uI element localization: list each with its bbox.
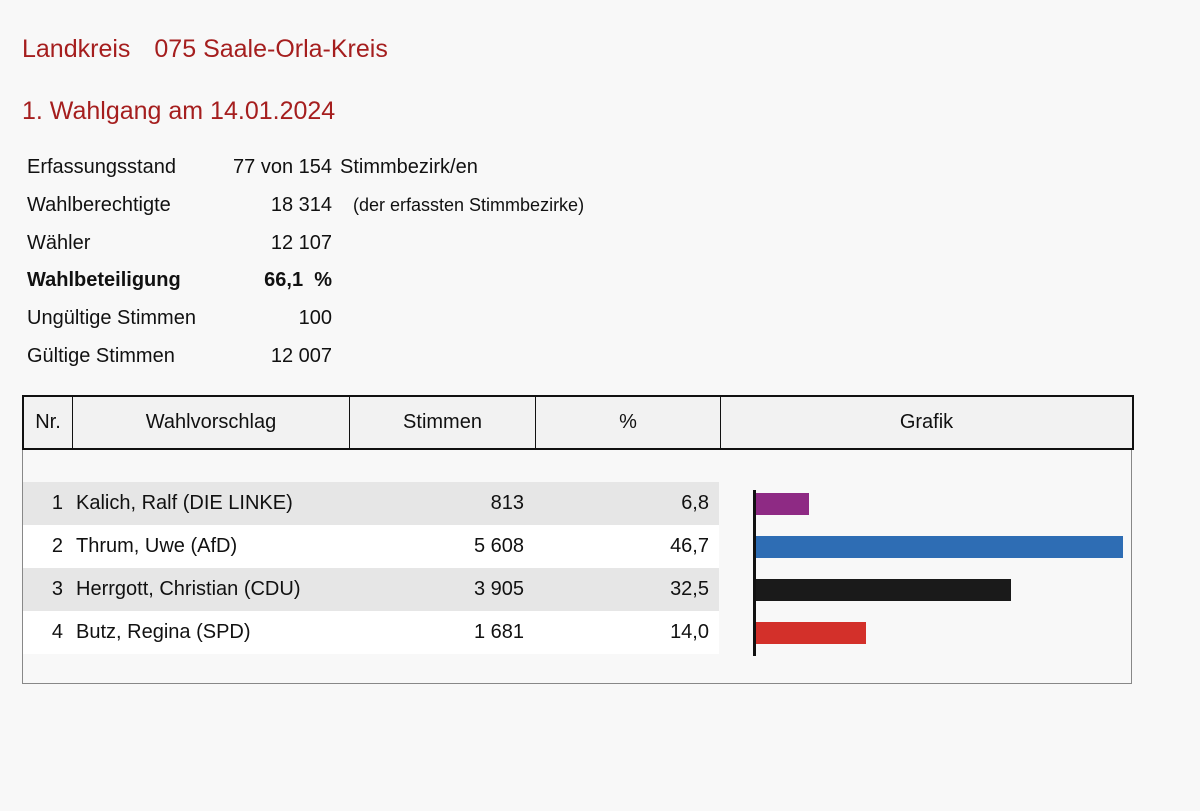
vote-count: 1 681	[473, 621, 524, 643]
stat-value: 66,1 %	[264, 269, 332, 292]
table-row: 1 Kalich, Ralf (DIE LINKE) 813 6,8	[23, 482, 719, 525]
stat-value: 18 314	[270, 193, 332, 216]
row-number: 4	[51, 621, 63, 643]
vote-percent: 46,7	[670, 535, 709, 557]
candidate-name: Herrgott, Christian (CDU)	[76, 578, 301, 600]
header-stimmen: Stimmen	[350, 397, 536, 448]
graph-axis	[753, 490, 756, 656]
row-number: 2	[51, 535, 63, 557]
stat-note: (der erfassten Stimmbezirke)	[353, 194, 585, 215]
share-bar	[756, 535, 1123, 558]
stat-label: Gültige Stimmen	[27, 344, 175, 367]
header-wahlvorschlag: Wahlvorschlag	[73, 397, 350, 448]
table-header: Nr. Wahlvorschlag Stimmen % Grafik	[22, 395, 1134, 450]
vote-count: 3 905	[473, 578, 524, 600]
stat-value: 100	[298, 307, 332, 330]
table-row: 4 Butz, Regina (SPD) 1 681 14,0	[23, 611, 719, 654]
candidate-name: Kalich, Ralf (DIE LINKE)	[76, 492, 293, 514]
stat-label: Wahlberechtigte	[27, 193, 171, 216]
header-percent: %	[536, 397, 721, 448]
stat-value: 12 007	[270, 344, 332, 367]
stat-value: 12 107	[270, 231, 332, 254]
stat-value: 77 von 154	[233, 156, 332, 178]
district-name: 075 Saale-Orla-Kreis	[154, 35, 388, 63]
header-nr: Nr.	[24, 397, 73, 448]
results-table: Nr. Wahlvorschlag Stimmen % Grafik 1 Kal…	[22, 395, 1134, 684]
vote-count: 813	[490, 492, 524, 514]
table-row: 3 Herrgott, Christian (CDU) 3 905 32,5	[23, 568, 719, 611]
candidate-name: Butz, Regina (SPD)	[76, 621, 251, 643]
stat-label: Erfassungsstand	[27, 156, 176, 178]
vote-percent: 32,5	[670, 578, 709, 600]
vote-percent: 6,8	[681, 492, 709, 514]
stat-note: Stimmbezirk/en	[340, 156, 478, 178]
election-round-heading: 1. Wahlgang am 14.01.2024	[22, 97, 336, 125]
header-grafik: Grafik	[899, 411, 954, 433]
table-row: 2 Thrum, Uwe (AfD) 5 608 46,7	[23, 525, 719, 568]
district-heading: Landkreis 075 Saale-Orla-Kreis	[22, 35, 388, 64]
district-label: Landkreis	[22, 35, 131, 63]
share-bar	[756, 492, 809, 515]
share-bar	[756, 621, 866, 644]
stat-label: Wahlbeteiligung	[27, 269, 181, 292]
vote-percent: 14,0	[670, 621, 709, 643]
share-bar	[756, 578, 1011, 601]
stat-label: Wähler	[27, 231, 91, 254]
row-number: 3	[51, 578, 63, 600]
candidate-name: Thrum, Uwe (AfD)	[76, 535, 238, 557]
row-number: 1	[51, 492, 63, 514]
vote-count: 5 608	[473, 535, 524, 557]
stat-label: Ungültige Stimmen	[27, 307, 196, 330]
